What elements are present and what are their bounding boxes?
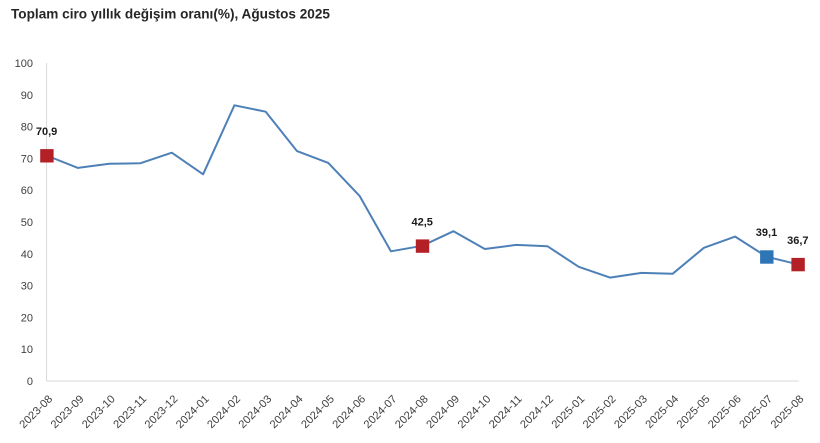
svg-text:10: 10	[21, 344, 33, 356]
svg-text:70: 70	[21, 153, 33, 165]
svg-text:42,5: 42,5	[411, 216, 432, 228]
svg-text:0: 0	[27, 376, 33, 388]
svg-text:30: 30	[21, 281, 33, 293]
svg-text:90: 90	[21, 90, 33, 102]
svg-text:100: 100	[15, 58, 33, 70]
svg-text:80: 80	[21, 122, 33, 134]
svg-text:36,7: 36,7	[787, 235, 808, 247]
svg-text:60: 60	[21, 185, 33, 197]
svg-text:70,9: 70,9	[36, 126, 57, 138]
svg-text:50: 50	[21, 217, 33, 229]
svg-text:40: 40	[21, 249, 33, 261]
svg-text:Toplam ciro yıllık değişim ora: Toplam ciro yıllık değişim oranı(%), Ağu…	[11, 6, 330, 22]
svg-text:20: 20	[21, 312, 33, 324]
svg-text:39,1: 39,1	[756, 227, 777, 239]
